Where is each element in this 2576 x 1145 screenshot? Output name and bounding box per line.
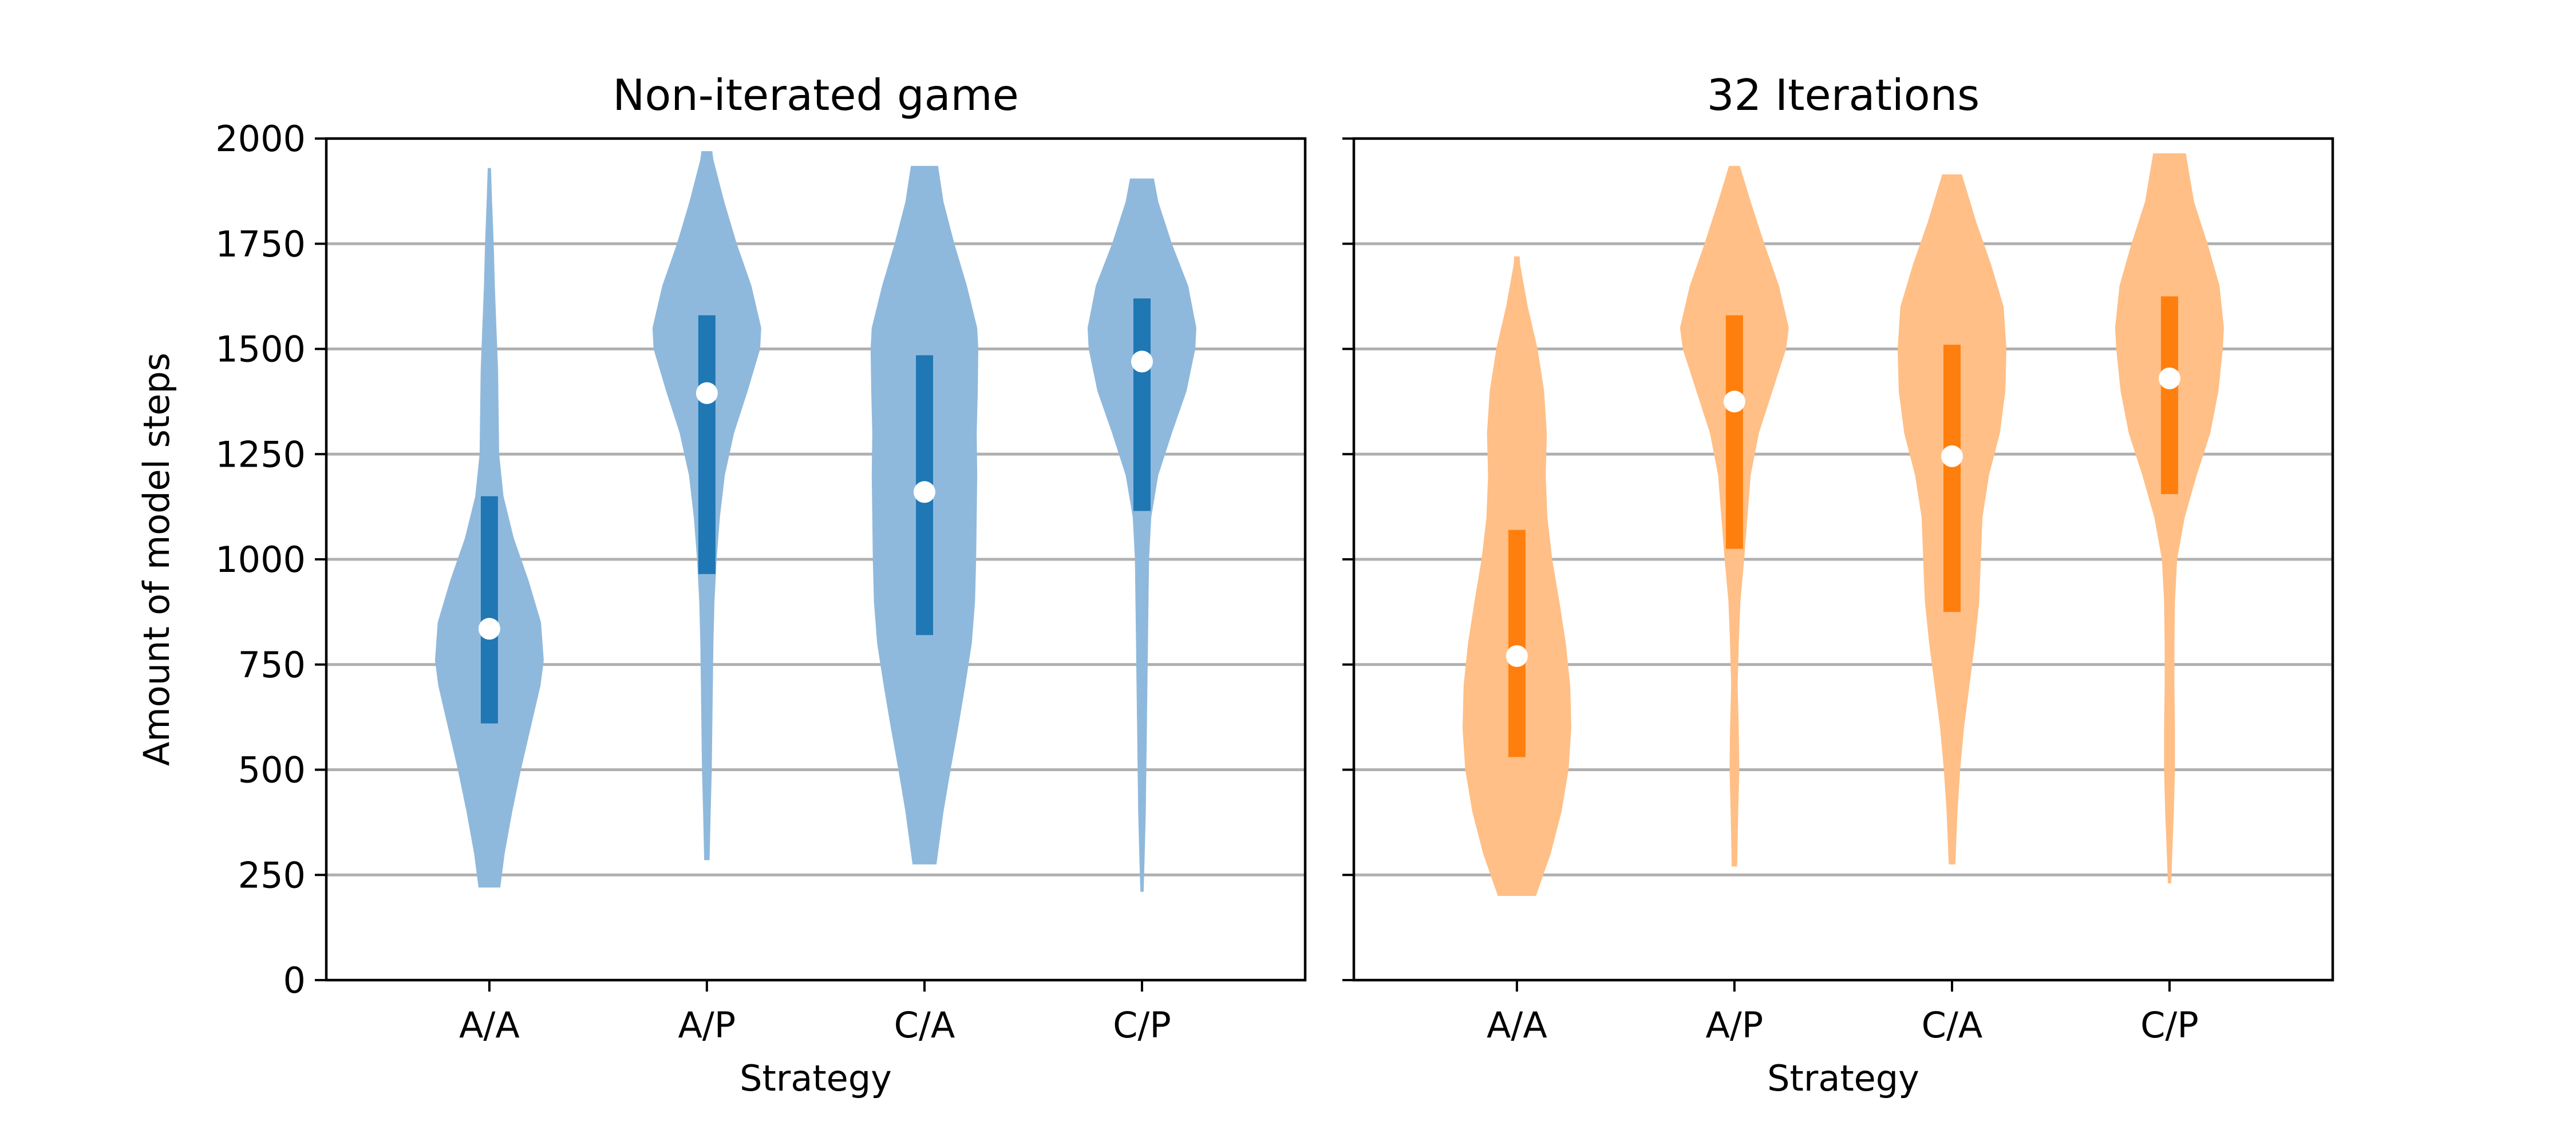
x-axis-label: Strategy [1767, 1057, 1919, 1099]
median-marker [1941, 445, 1963, 467]
y-tick-label: 1500 [215, 329, 306, 370]
median-marker [478, 618, 500, 640]
x-tick-label: C/P [1113, 1004, 1171, 1046]
iqr-bar [698, 315, 716, 574]
y-tick-label: 1750 [215, 223, 306, 265]
panel-non-iterated: 0 250 500 750 1000 1250 1500 1750 2000 A/A A/P C/A C… [136, 70, 1307, 1099]
x-axis-label: Strategy [740, 1057, 892, 1099]
violin-body [1087, 178, 1196, 892]
median-marker [1506, 645, 1528, 668]
y-tick-label: 750 [238, 644, 306, 686]
iqr-bar [1725, 315, 1743, 549]
y-tick-label: 500 [238, 749, 306, 791]
x-tick-label: C/P [2140, 1004, 2199, 1046]
median-marker [1131, 350, 1153, 373]
x-tick-label: A/P [1705, 1004, 1763, 1046]
y-tick-label: 250 [238, 854, 306, 896]
median-marker [913, 481, 935, 503]
panel-title: 32 Iterations [1707, 70, 1980, 120]
iqr-bar [1508, 530, 1526, 757]
iqr-bar [1133, 298, 1151, 511]
iqr-bar [1943, 345, 1961, 612]
x-tick-label: A/A [1487, 1004, 1547, 1046]
x-tick-label: C/A [894, 1004, 955, 1046]
median-marker [2158, 367, 2180, 389]
x-tick-label: A/A [459, 1004, 520, 1046]
iqr-bar [480, 496, 498, 724]
x-tick-label: A/P [678, 1004, 736, 1046]
panel-32-iterations: A/A A/P C/A C/P 32 Iterations Strategy [1342, 70, 2334, 1099]
median-marker [696, 382, 718, 404]
y-tick-label: 0 [283, 960, 306, 1001]
y-tick-label: 2000 [215, 118, 306, 160]
y-tick-label: 1250 [215, 433, 306, 475]
x-tick-label: C/A [1922, 1004, 1983, 1046]
panel-title: Non-iterated game [613, 70, 1019, 120]
iqr-bar [2160, 296, 2178, 495]
y-axis-label: Amount of model steps [136, 353, 177, 766]
y-tick-label: 1000 [215, 539, 306, 581]
median-marker [1723, 390, 1745, 413]
violin-body [2115, 153, 2224, 884]
